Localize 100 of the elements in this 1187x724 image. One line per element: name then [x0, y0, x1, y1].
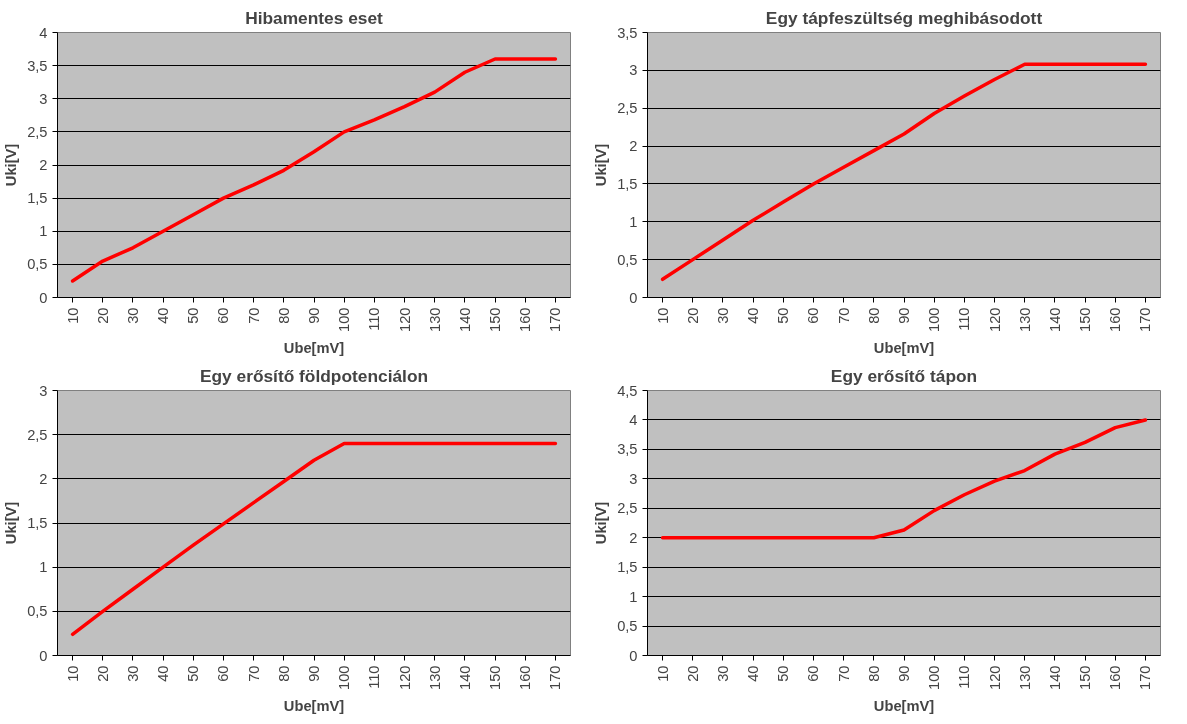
y-tick-label: 2,5	[27, 123, 48, 140]
y-tick-label: 2	[39, 157, 48, 173]
y-axis-title: Uki[V]	[593, 501, 610, 545]
x-tick-label: 30	[714, 665, 731, 682]
x-tick-label: 90	[306, 307, 322, 324]
x-tick-label: 40	[155, 665, 172, 682]
x-tick-label: 110	[956, 307, 973, 331]
x-tick-label: 80	[275, 307, 292, 324]
x-tick-label: 70	[835, 665, 852, 682]
x-tick-label: 160	[517, 665, 534, 690]
y-tick-label: 3,5	[27, 57, 48, 74]
y-tick-label: 3	[629, 470, 638, 487]
y-tick-label: 4,5	[617, 382, 638, 399]
x-tick-label: 130	[1016, 665, 1033, 690]
y-tick-label: 1	[629, 588, 638, 605]
x-tick-label: 50	[185, 665, 202, 682]
y-tick-label: 0	[629, 647, 638, 664]
x-tick-label: 40	[745, 665, 762, 682]
x-tick-label: 20	[94, 665, 111, 682]
x-tick-label: 140	[1046, 307, 1063, 332]
x-tick-label: 160	[1107, 665, 1124, 690]
x-tick-label: 80	[865, 307, 882, 324]
x-tick-label: 150	[1077, 665, 1094, 690]
x-tick-label: 60	[805, 665, 822, 682]
x-tick-label: 130	[426, 665, 443, 690]
x-tick-label: 170	[547, 307, 564, 332]
x-tick-label: 140	[456, 307, 473, 332]
x-tick-label: 170	[547, 665, 564, 690]
x-tick-label: 70	[245, 307, 262, 324]
x-tick-label: 10	[654, 665, 671, 682]
x-tick-label: 90	[896, 307, 912, 324]
x-tick-label: 110	[366, 307, 383, 331]
x-tick-label: 10	[64, 665, 81, 682]
y-tick-label: 3	[39, 90, 48, 107]
x-tick-label: 140	[456, 665, 473, 690]
x-tick-label: 150	[487, 665, 504, 690]
x-tick-label: 90	[306, 665, 322, 682]
x-tick-label: 120	[396, 665, 413, 690]
x-tick-label: 90	[896, 665, 912, 682]
y-tick-label: 2,5	[617, 100, 638, 117]
y-tick-label: 1,5	[617, 175, 638, 192]
x-tick-label: 10	[654, 307, 671, 324]
y-tick-label: 3	[39, 382, 48, 399]
y-tick-label: 1	[39, 223, 48, 240]
x-tick-label: 80	[275, 665, 292, 682]
x-tick-label: 120	[986, 665, 1003, 690]
x-axis-title: Ube[mV]	[283, 697, 345, 714]
y-axis-title: Uki[V]	[3, 143, 20, 187]
y-tick-label: 1,5	[27, 190, 48, 207]
y-tick-label: 1	[629, 213, 638, 230]
x-tick-label: 100	[926, 307, 943, 332]
chart-title: Egy erősítő földpotenciálon	[199, 365, 429, 386]
chart-title: Egy erősítő tápon	[830, 365, 978, 386]
y-tick-label: 1	[39, 559, 48, 576]
y-tick-label: 2	[629, 138, 638, 155]
x-tick-label: 60	[805, 307, 822, 324]
x-tick-label: 130	[426, 307, 443, 332]
x-tick-label: 100	[926, 665, 943, 690]
y-tick-label: 3,5	[617, 441, 638, 458]
y-tick-label: 2	[39, 470, 48, 487]
y-tick-label: 4	[39, 24, 48, 41]
y-tick-label: 0,5	[617, 618, 638, 635]
x-tick-label: 30	[124, 307, 141, 324]
x-tick-label: 50	[775, 665, 792, 682]
chart-title: Egy tápfeszültség meghibásodott	[765, 7, 1043, 28]
y-tick-label: 0,5	[27, 256, 48, 273]
x-tick-label: 10	[64, 307, 81, 324]
y-tick-label: 4	[629, 411, 638, 428]
x-tick-label: 20	[684, 665, 701, 682]
x-tick-label: 80	[865, 665, 882, 682]
x-tick-label: 150	[487, 307, 504, 332]
x-tick-label: 50	[185, 307, 202, 324]
x-axis-title: Ube[mV]	[873, 697, 935, 714]
x-tick-label: 60	[215, 307, 232, 324]
y-tick-label: 0	[39, 647, 48, 664]
x-tick-label: 160	[517, 307, 534, 332]
y-tick-label: 0	[629, 289, 638, 306]
x-tick-label: 140	[1046, 665, 1063, 690]
y-tick-label: 2,5	[617, 500, 638, 517]
x-tick-label: 110	[366, 665, 383, 689]
chart-title: Hibamentes eset	[245, 7, 384, 28]
x-tick-label: 100	[336, 665, 353, 690]
x-tick-label: 150	[1077, 307, 1094, 332]
y-tick-label: 1,5	[27, 515, 48, 531]
y-tick-label: 1,5	[617, 559, 638, 576]
x-tick-label: 170	[1137, 665, 1154, 690]
x-tick-label: 120	[986, 307, 1003, 332]
x-tick-label: 120	[396, 307, 413, 332]
x-tick-label: 30	[124, 665, 141, 682]
x-tick-label: 160	[1107, 307, 1124, 332]
x-tick-label: 30	[714, 307, 731, 324]
x-tick-label: 20	[684, 307, 701, 324]
x-axis-title: Ube[mV]	[283, 339, 345, 356]
x-tick-label: 20	[94, 307, 111, 324]
x-tick-label: 70	[835, 307, 852, 324]
x-tick-label: 40	[155, 307, 172, 324]
x-tick-label: 40	[745, 307, 762, 324]
y-tick-label: 2	[629, 529, 638, 546]
x-tick-label: 100	[336, 307, 353, 332]
y-tick-label: 3,5	[617, 24, 638, 41]
